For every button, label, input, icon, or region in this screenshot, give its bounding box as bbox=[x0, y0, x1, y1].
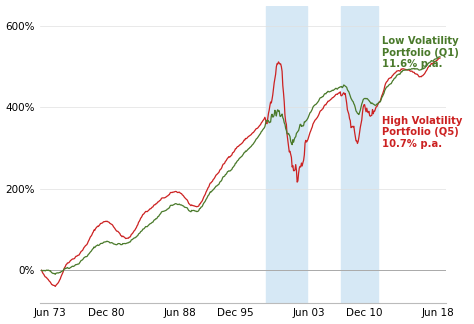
Bar bbox=[265, 6, 307, 303]
Bar bbox=[340, 6, 377, 303]
Text: Low Volatility
Portfolio (Q1)
11.6% p.a.: Low Volatility Portfolio (Q1) 11.6% p.a. bbox=[382, 36, 459, 69]
Text: High Volatility
Portfolio (Q5)
10.7% p.a.: High Volatility Portfolio (Q5) 10.7% p.a… bbox=[382, 116, 462, 149]
